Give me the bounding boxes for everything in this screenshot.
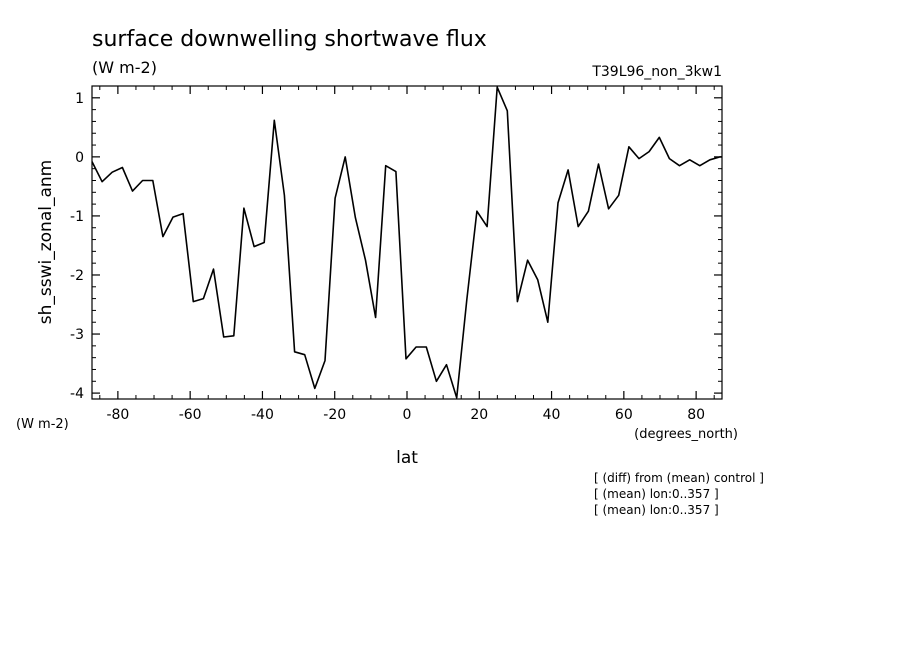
x-tick-label: 0 [403,407,412,423]
note-line-1: [ (diff) from (mean) control ] [594,471,764,485]
chart-title: surface downwelling shortwave flux [92,27,487,52]
series-line [91,86,722,399]
x-tick-label: 60 [615,407,633,423]
y-axis-label: sh_sswi_zonal_anm [36,160,56,324]
x-tick-label: 40 [543,407,561,423]
x-axis-label: lat [396,448,418,468]
y-tick-label: 0 [75,150,84,166]
x-tick-label: -60 [179,407,202,423]
y-tick-label: -3 [70,327,84,343]
y-tick-label: 1 [75,91,84,107]
chart-subtitle: (W m-2) [92,58,157,77]
x-tick-label: 20 [470,407,488,423]
y-axis-units: (W m-2) [16,417,69,432]
x-axis-units: (degrees_north) [634,427,738,442]
x-axis-ticks: -80 -60 -40 -20 0 20 40 60 80 [106,86,705,423]
y-tick-label: -4 [70,386,84,402]
y-tick-label: -2 [70,268,84,284]
x-tick-label: -20 [323,407,346,423]
run-label: T39L96_non_3kw1 [591,64,722,80]
x-tick-label: 80 [687,407,705,423]
note-line-2: [ (mean) lon:0..357 ] [594,487,719,501]
x-tick-label: -80 [106,407,129,423]
minor-ticks [92,85,722,399]
y-axis-ticks: -4 -3 -2 -1 0 1 [70,91,722,402]
note-line-3: [ (mean) lon:0..357 ] [594,503,719,517]
x-tick-label: -40 [251,407,274,423]
y-tick-label: -1 [70,209,84,225]
series-group [91,86,722,399]
